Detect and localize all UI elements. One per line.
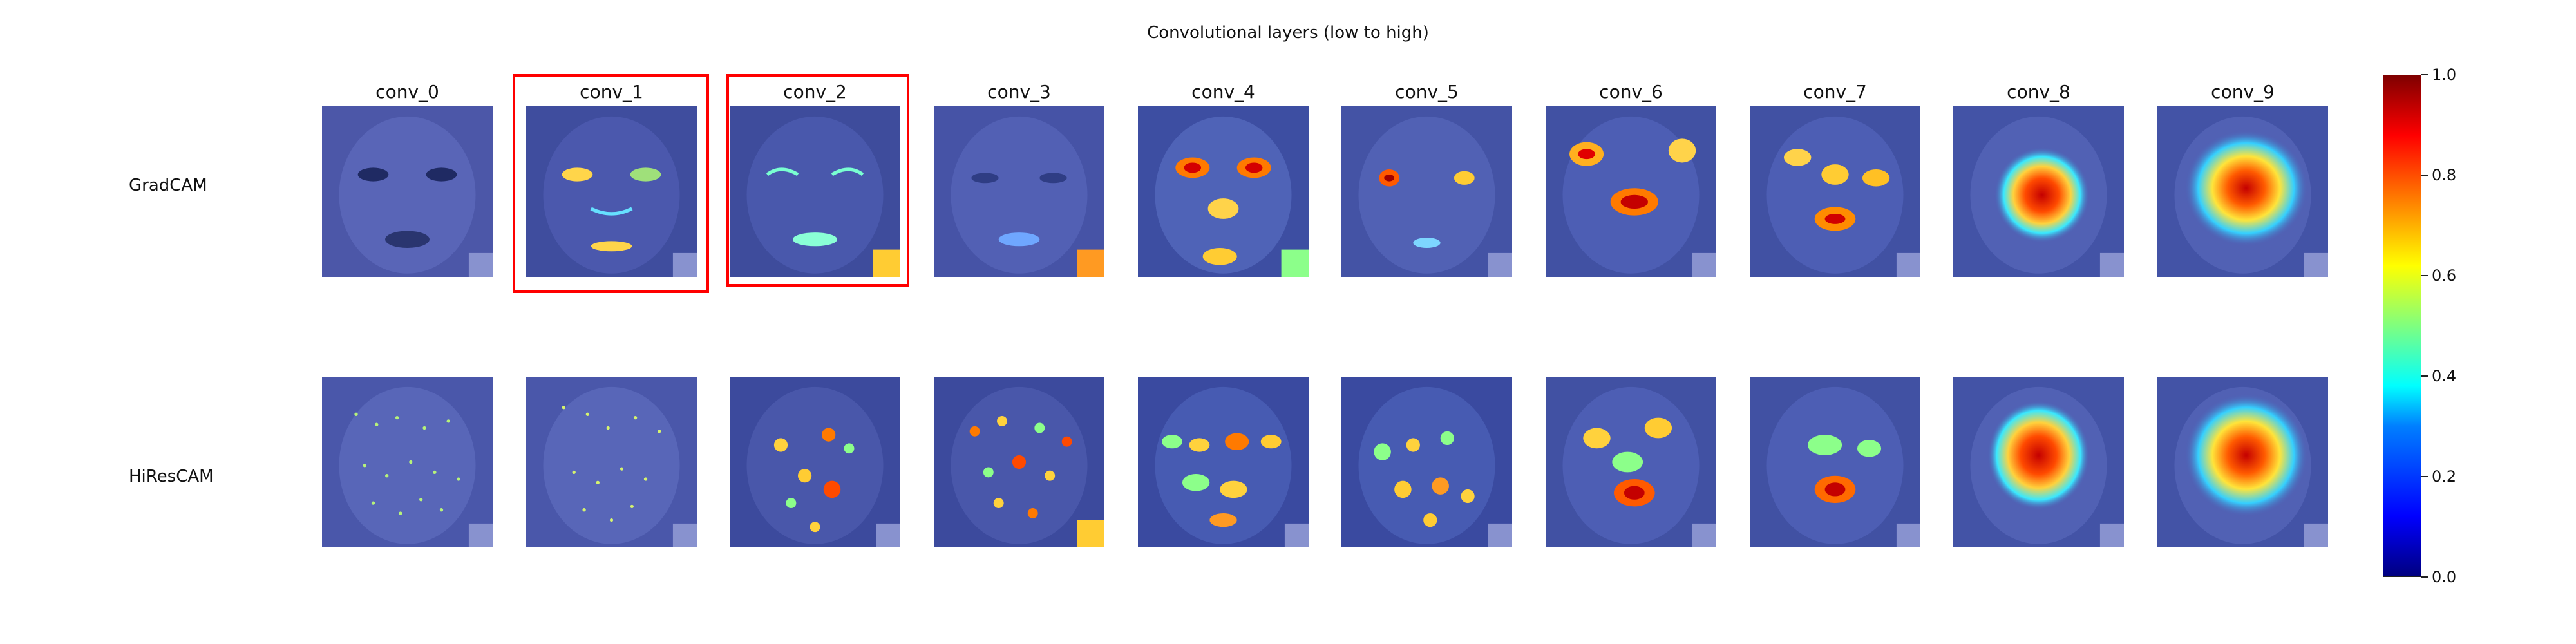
gradcam-heatmap-conv-5 <box>1341 106 1512 277</box>
hirescam-heatmap-conv-9 <box>2157 377 2328 547</box>
colorbar-tick-label: 0.4 <box>2432 367 2457 385</box>
colorbar-tick-label: 0.8 <box>2432 166 2457 184</box>
hirescam-heatmap-conv-5 <box>1341 377 1512 547</box>
colorbar-tick <box>2421 74 2428 75</box>
highlight-box-conv-2 <box>726 74 909 287</box>
col-title-conv-6: conv_6 <box>1599 81 1663 102</box>
colorbar <box>2383 75 2421 577</box>
colorbar-tick-label: 0.0 <box>2432 568 2457 586</box>
highlight-box-conv-1 <box>513 74 709 293</box>
row-label-gradcam: GradCAM <box>129 176 207 195</box>
col-title-conv-3: conv_3 <box>987 81 1051 102</box>
figure-title: Convolutional layers (low to high) <box>1147 23 1429 43</box>
col-title-conv-8: conv_8 <box>2007 81 2070 102</box>
hirescam-heatmap-conv-8 <box>1953 377 2124 547</box>
colorbar-tick <box>2421 576 2428 578</box>
hirescam-heatmap-conv-7 <box>1750 377 1920 547</box>
row-label-hirescam: HiResCAM <box>129 467 214 486</box>
col-title-conv-0: conv_0 <box>375 81 439 102</box>
gradcam-heatmap-conv-1 <box>526 106 697 277</box>
colorbar-tick <box>2421 375 2428 377</box>
hirescam-heatmap-conv-4 <box>1138 377 1309 547</box>
hirescam-heatmap-conv-3 <box>934 377 1104 547</box>
gradcam-heatmap-conv-2 <box>730 106 900 277</box>
colorbar-tick-label: 0.2 <box>2432 468 2457 486</box>
col-title-conv-2: conv_2 <box>783 81 847 102</box>
colorbar-tick-label: 0.6 <box>2432 267 2457 285</box>
colorbar-tick <box>2421 175 2428 176</box>
col-title-conv-4: conv_4 <box>1191 81 1255 102</box>
gradcam-heatmap-conv-0 <box>322 106 493 277</box>
hirescam-heatmap-conv-6 <box>1546 377 1716 547</box>
hirescam-heatmap-conv-0 <box>322 377 493 547</box>
col-title-conv-5: conv_5 <box>1395 81 1459 102</box>
hirescam-heatmap-conv-2 <box>730 377 900 547</box>
col-title-conv-7: conv_7 <box>1803 81 1867 102</box>
col-title-conv-9: conv_9 <box>2211 81 2275 102</box>
gradcam-heatmap-conv-9 <box>2157 106 2328 277</box>
colorbar-tick-label: 1.0 <box>2432 66 2457 84</box>
gradcam-heatmap-conv-8 <box>1953 106 2124 277</box>
gradcam-heatmap-conv-3 <box>934 106 1104 277</box>
gradcam-heatmap-conv-4 <box>1138 106 1309 277</box>
gradcam-heatmap-conv-6 <box>1546 106 1716 277</box>
colorbar-tick <box>2421 476 2428 477</box>
col-title-conv-1: conv_1 <box>580 81 643 102</box>
hirescam-heatmap-conv-1 <box>526 377 697 547</box>
gradcam-heatmap-conv-7 <box>1750 106 1920 277</box>
colorbar-tick <box>2421 275 2428 276</box>
